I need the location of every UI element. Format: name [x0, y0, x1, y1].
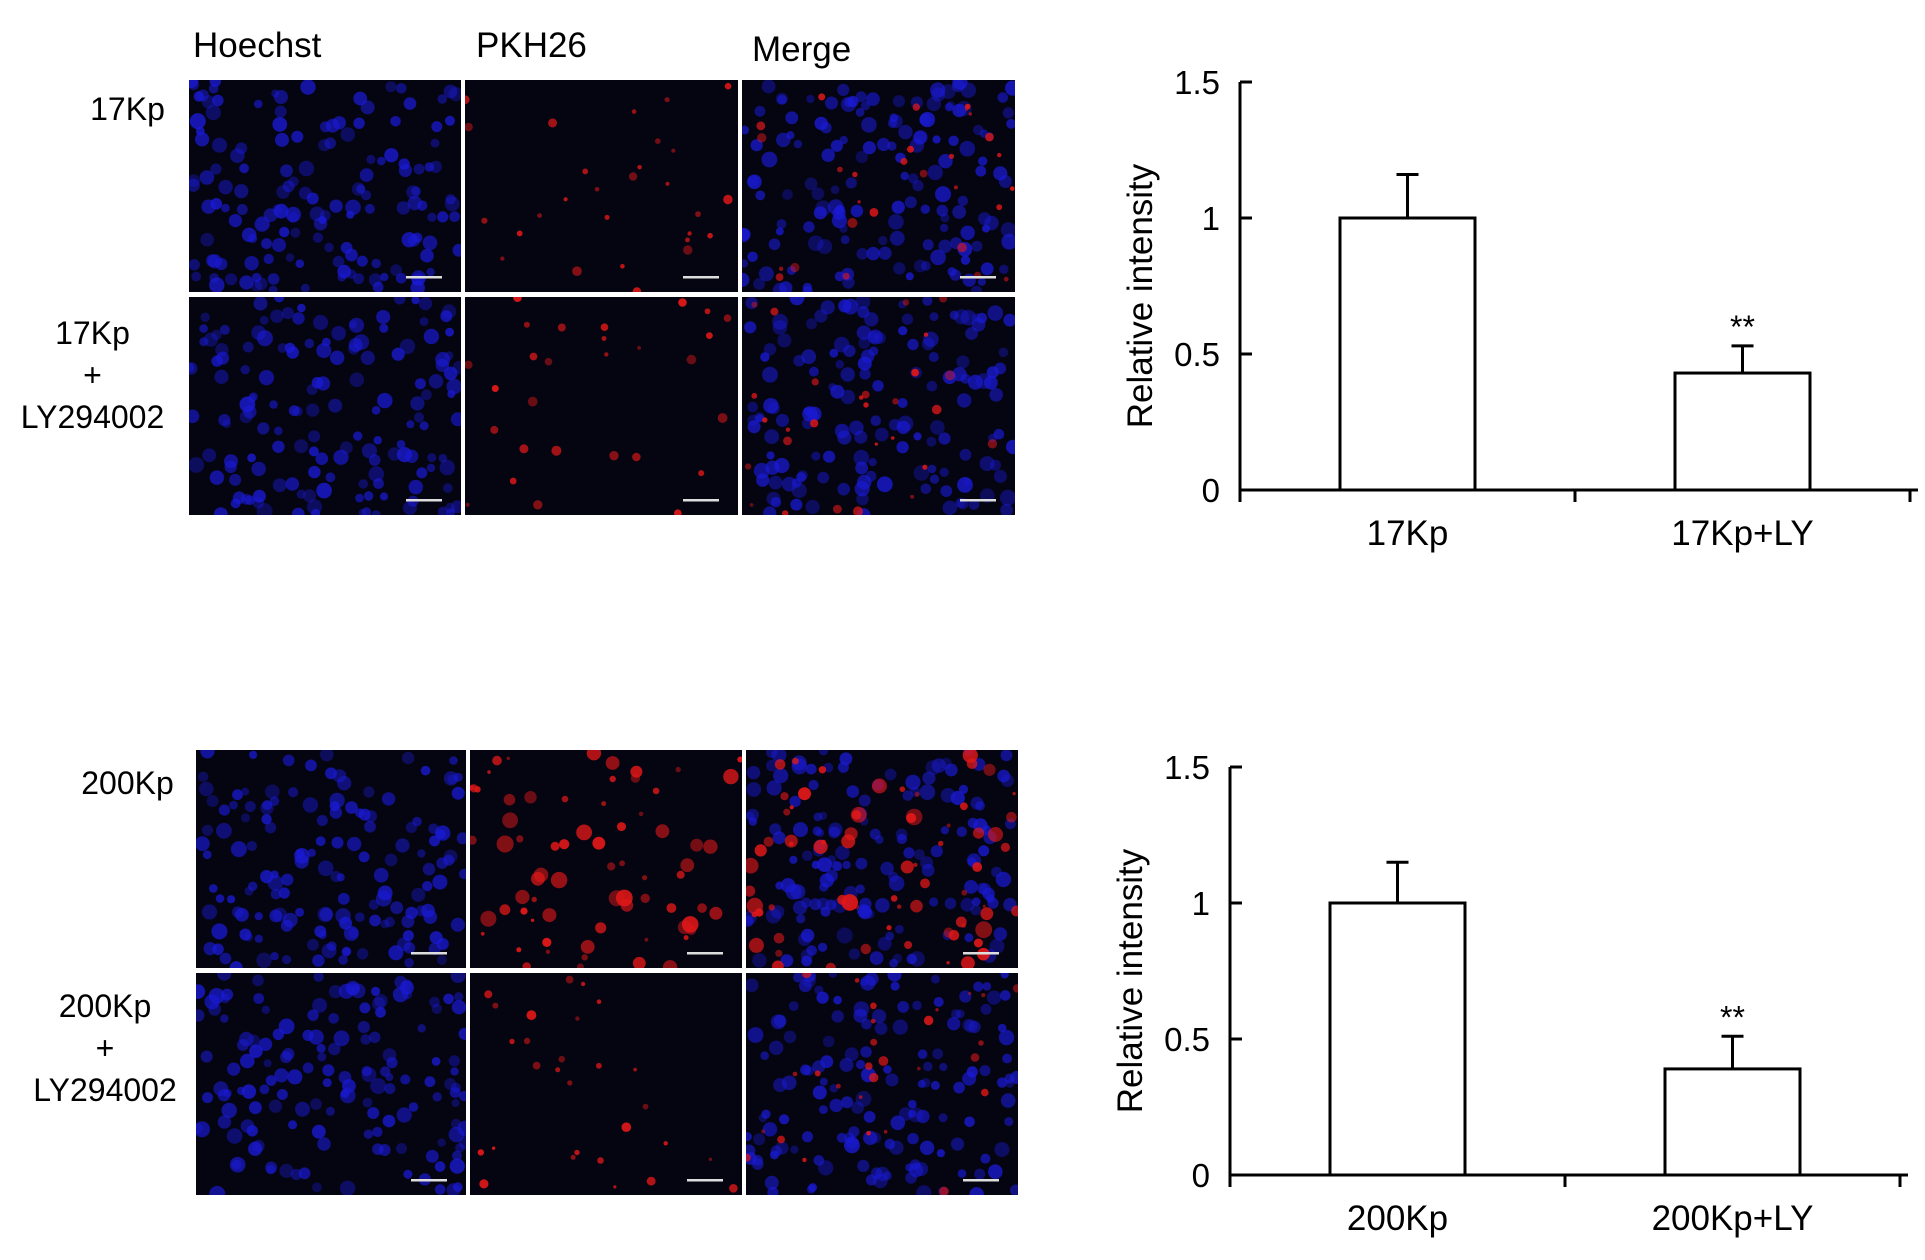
- scale-bar: [683, 276, 719, 279]
- scale-bar: [411, 1179, 447, 1182]
- scale-bar: [683, 499, 719, 502]
- scale-bar: [687, 1179, 723, 1182]
- row-label-line: 17Kp: [55, 315, 130, 351]
- micrograph-17kp-pkh26: [465, 80, 738, 292]
- y-tick-label: 1.5: [1174, 64, 1220, 101]
- row-label-line: 200Kp: [58, 988, 152, 1024]
- y-tick-label: 1.5: [1164, 749, 1210, 786]
- micrograph-17kp-hoechst: [189, 80, 461, 292]
- micrograph-200kp-ly-merge: [746, 973, 1018, 1195]
- y-tick-label: 0.5: [1164, 1021, 1210, 1058]
- bar: [1673, 371, 1812, 492]
- scale-bar: [406, 276, 442, 279]
- significance-marker: **: [1720, 999, 1745, 1035]
- column-label-pkh26: PKH26: [476, 26, 587, 65]
- micrograph-200kp-merge: [746, 750, 1018, 968]
- scale-bar: [963, 952, 999, 955]
- x-category-label: 200Kp: [1347, 1199, 1448, 1238]
- bar: [1328, 901, 1467, 1177]
- micrograph-200kp-pkh26: [470, 750, 742, 968]
- x-category-label: 17Kp+LY: [1671, 514, 1813, 553]
- micrograph-17kp-ly-hoechst: [189, 297, 461, 515]
- row-label-line: 200Kp: [81, 765, 174, 801]
- bar: [1663, 1067, 1802, 1177]
- scale-bar: [411, 952, 447, 955]
- row-label-17kp-ly294002: 17Kp + LY294002: [5, 312, 180, 438]
- column-label-hoechst: Hoechst: [193, 26, 322, 65]
- x-category-label: 17Kp: [1367, 514, 1449, 553]
- micrograph-200kp-ly-pkh26: [470, 973, 742, 1195]
- row-label-17kp: 17Kp: [80, 88, 175, 130]
- row-label-line: LY294002: [33, 1072, 177, 1108]
- row-label-line: 17Kp: [90, 91, 165, 127]
- micrograph-17kp-ly-merge: [742, 297, 1015, 515]
- scale-bar: [960, 276, 996, 279]
- y-tick-label: 0: [1202, 472, 1220, 509]
- scale-bar: [963, 1179, 999, 1182]
- row-label-200kp-ly294002: 200Kp + LY294002: [15, 985, 195, 1111]
- column-label-merge: Merge: [752, 30, 852, 69]
- bar-chart-200kp: 0 0.5 1 1.5 Relative intensity 200Kp ** 200Kp+L…: [1111, 749, 1908, 1238]
- y-tick-label: 1: [1192, 885, 1210, 922]
- row-label-line: +: [83, 357, 102, 393]
- micrograph-17kp-merge: [742, 80, 1015, 292]
- bar-chart-17kp: 0 0.5 1 1.5 Relative intensity 17Kp ** 17Kp+LY: [1121, 64, 1918, 553]
- y-tick-label: 0.5: [1174, 336, 1220, 373]
- row-label-line: LY294002: [20, 399, 165, 435]
- significance-marker: **: [1730, 309, 1755, 345]
- scale-bar: [406, 499, 442, 502]
- micrograph-200kp-ly-hoechst: [196, 973, 466, 1195]
- bar: [1338, 216, 1477, 492]
- row-label-200kp: 200Kp: [70, 762, 185, 804]
- y-tick-label: 1: [1202, 200, 1220, 237]
- micrograph-17kp-ly-pkh26: [465, 297, 738, 515]
- row-label-line: +: [95, 1030, 115, 1066]
- scale-bar: [687, 952, 723, 955]
- y-tick-label: 0: [1192, 1157, 1210, 1194]
- y-axis-label: Relative intensity: [1121, 163, 1160, 428]
- y-axis-label: Relative intensity: [1111, 848, 1150, 1113]
- micrograph-200kp-hoechst: [196, 750, 466, 968]
- x-category-label: 200Kp+LY: [1652, 1199, 1814, 1238]
- scale-bar: [960, 499, 996, 502]
